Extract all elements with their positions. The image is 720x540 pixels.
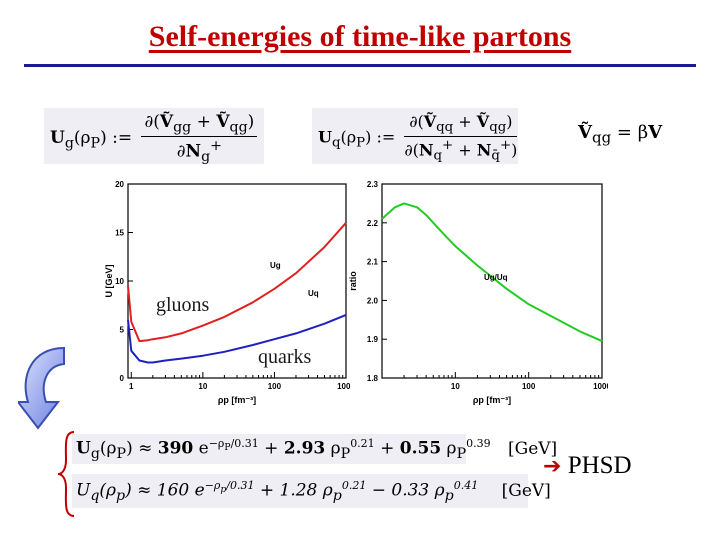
y-tick-label: 2.3 [367, 180, 379, 189]
y-tick-label: 5 [120, 326, 125, 335]
y-tick-label: 2.1 [367, 258, 379, 267]
x-axis-label: ρp [fm⁻³] [473, 395, 511, 405]
equation-uq-highlight [312, 108, 518, 164]
series-ug-line [127, 222, 347, 343]
gluons-label: gluons [156, 294, 210, 316]
y-tick-label: 2.2 [367, 219, 379, 228]
series-name-label: Ug/Uq [484, 273, 508, 282]
x-axis-label: ρp [fm⁻³] [218, 395, 256, 405]
series-name-label: Ug [270, 261, 281, 270]
curved-arrow-icon [18, 346, 65, 430]
y-tick-label: 1.8 [367, 374, 379, 383]
y-tick-label: 2.0 [367, 296, 379, 305]
x-tick-label: 100 [522, 382, 536, 391]
equation-ug-highlight [44, 108, 264, 164]
y-tick-label: 15 [115, 229, 124, 238]
fit-uq-highlight [72, 474, 528, 508]
equation-vqg-relation: Ṽqg = βV [578, 122, 663, 147]
series-uq-line [127, 313, 347, 364]
y-axis-label: U [GeV] [104, 264, 114, 297]
fit-ug-highlight [72, 434, 466, 464]
left-brace-icon [57, 431, 75, 517]
phsd-label: PHSD [567, 452, 632, 479]
y-axis-label: ratio [348, 271, 358, 291]
ratio-chart: 1.8 1.9 2.0 2.1 2.2 2.3 10 100 1000 ρp [fm⁻³] rati… [348, 180, 608, 405]
fit-uq-units: [GeV] [501, 480, 551, 501]
x-tick-label: 1000 [337, 382, 350, 391]
y-tick-label: 20 [115, 180, 124, 189]
series-name-label: Uq [308, 289, 319, 298]
plot-frame [381, 183, 603, 379]
y-tick-label: 0 [120, 374, 125, 383]
x-tick-label: 1000 [593, 382, 608, 391]
fit-ug-units: [GeV] [508, 438, 558, 459]
fit-ug-formula: Ug(ρP) ≈ 390 e−ρP/0.31 + 2.93 ρP0.21 + 0… [76, 437, 558, 463]
slide-title: Self-energies of time-like partons [148, 20, 572, 53]
equation-ug-definition: Ug(ρP) := ∂(Ṽgg + Ṽqg) ∂Ng+ [50, 112, 258, 165]
right-arrow-icon: ➔ [543, 454, 562, 479]
x-tick-label: 100 [268, 382, 282, 391]
title-underline-rule [24, 64, 696, 67]
equation-uq-definition: Uq(ρP) := ∂(Ṽqq + Ṽqg) ∂(Nq+ + Nq̄+) [318, 112, 518, 164]
x-tick-label: 10 [451, 382, 460, 391]
fit-uq-formula: Uq(ρp) ≈ 160 e−ρp/0.31 + 1.28 ρp0.21 − 0… [76, 479, 551, 505]
x-tick-label: 1 [129, 382, 134, 391]
y-tick-label: 1.9 [367, 335, 379, 344]
potential-chart: 0 5 10 15 20 1 10 100 1000 ρp [fm⁻³] U [GeV] Ug Uq [104, 180, 350, 405]
phsd-note: ➔ PHSD [543, 452, 632, 480]
series-ug-uq-line [381, 202, 603, 343]
quarks-label: quarks [258, 346, 312, 368]
y-tick-label: 10 [115, 277, 124, 286]
x-tick-label: 10 [198, 382, 207, 391]
